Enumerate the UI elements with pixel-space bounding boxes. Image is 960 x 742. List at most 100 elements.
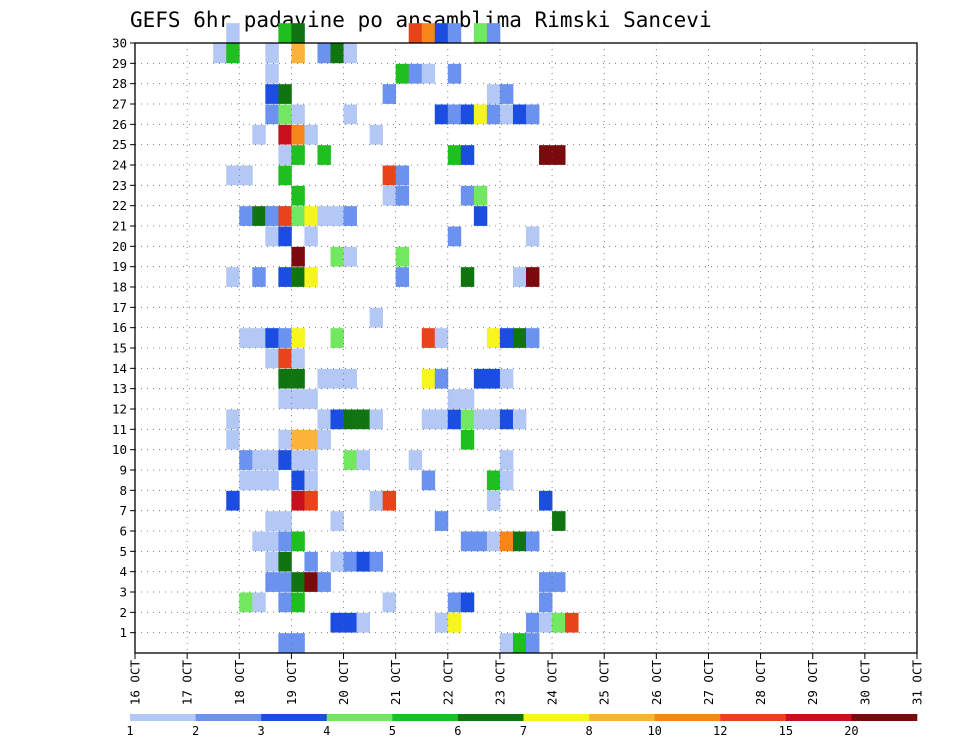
heatmap-cell: [382, 592, 397, 613]
heatmap-cell: [473, 409, 488, 430]
heatmap-cell: [226, 165, 240, 186]
heatmap-cell: [539, 490, 553, 511]
y-tick-label: 13: [112, 381, 127, 396]
heatmap-cell: [278, 23, 292, 43]
heatmap-cell: [291, 348, 305, 369]
heatmap-cell: [291, 328, 305, 348]
heatmap-cell: [291, 124, 305, 145]
heatmap-cell: [499, 450, 514, 470]
colorbar-swatch: [851, 714, 918, 721]
y-tick-label: 11: [112, 422, 127, 437]
heatmap-cell: [421, 368, 436, 389]
colorbar-swatch: [523, 714, 590, 721]
heatmap-cell: [291, 633, 305, 653]
y-tick-label: 5: [119, 544, 127, 559]
heatmap-cell: [473, 206, 488, 226]
heatmap-cell: [499, 328, 514, 348]
heatmap-cell: [460, 104, 475, 125]
heatmap-cell: [226, 409, 240, 430]
heatmap-cell: [317, 572, 331, 592]
heatmap-cell: [395, 63, 410, 84]
heatmap-cell: [460, 531, 475, 552]
x-tick-label: 27 OCT: [701, 660, 716, 706]
y-tick-label: 4: [119, 564, 127, 579]
heatmap-cell: [291, 43, 305, 64]
heatmap-cell: [382, 490, 397, 511]
heatmap-cell: [460, 592, 475, 613]
heatmap-cell: [486, 490, 501, 511]
heatmap-cell: [512, 104, 527, 125]
heatmap-cell: [421, 23, 436, 43]
colorbar-swatch: [654, 714, 721, 721]
colorbar-swatch: [130, 714, 196, 721]
heatmap-cell: [265, 84, 279, 104]
heatmap-cell: [304, 389, 318, 409]
heatmap-cell: [278, 165, 292, 186]
heatmap-cell: [239, 206, 253, 226]
x-tick-label: 28 OCT: [753, 660, 768, 706]
heatmap-cell: [512, 409, 527, 430]
heatmap-cell: [343, 43, 357, 64]
y-tick-label: 18: [112, 280, 127, 295]
heatmap-cell: [447, 409, 462, 430]
x-tick-label: 23 OCT: [492, 660, 507, 706]
heatmap-cell: [499, 104, 514, 125]
heatmap-cell: [395, 165, 410, 186]
y-tick-label: 16: [112, 320, 127, 335]
heatmap-cell: [278, 267, 292, 287]
y-tick-label: 8: [119, 483, 127, 498]
heatmap-cell: [499, 409, 514, 430]
heatmap-cell: [252, 124, 266, 145]
heatmap-cell: [512, 267, 527, 287]
heatmap-cell: [382, 165, 397, 186]
y-tick-label: 20: [112, 239, 127, 254]
heatmap-cell: [252, 592, 266, 613]
heatmap-cell: [526, 612, 540, 633]
heatmap-cell: [330, 368, 344, 389]
heatmap-cell: [278, 206, 292, 226]
heatmap-cell: [539, 145, 553, 165]
heatmap-cell: [278, 633, 292, 653]
heatmap-cell: [317, 145, 331, 165]
heatmap-cell: [460, 145, 475, 165]
heatmap-cell: [343, 409, 357, 430]
heatmap-cell: [330, 511, 344, 531]
heatmap-cell: [252, 470, 266, 491]
heatmap-cell: [226, 267, 240, 287]
heatmap-cell: [447, 389, 462, 409]
heatmap-cell: [486, 409, 501, 430]
heatmap-cell: [330, 409, 344, 430]
heatmap-cell: [330, 551, 344, 572]
heatmap-cell: [278, 226, 292, 247]
colorbar-label: 5: [389, 724, 396, 738]
colorbar-label: 6: [454, 724, 461, 738]
heatmap-cell: [343, 612, 357, 633]
x-tick-label: 25 OCT: [597, 660, 612, 706]
heatmap-cell: [356, 612, 370, 633]
heatmap-cell: [278, 104, 292, 125]
x-tick-label: 30 OCT: [857, 660, 872, 706]
heatmap-cell: [356, 450, 370, 470]
y-tick-label: 12: [112, 402, 127, 417]
heatmap-cell: [291, 368, 305, 389]
colorbar-label: 15: [779, 724, 793, 738]
colorbar-swatch: [589, 714, 655, 721]
heatmap-cell: [278, 328, 292, 348]
heatmap-cell: [473, 185, 488, 206]
heatmap-cell: [473, 368, 488, 389]
heatmap-cell: [434, 612, 449, 633]
heatmap-cell: [369, 409, 384, 430]
y-tick-label: 26: [112, 117, 127, 132]
heatmap-cell: [278, 348, 292, 369]
heatmap-cell: [434, 328, 449, 348]
heatmap-cell: [408, 63, 423, 84]
heatmap-cell: [291, 185, 305, 206]
heatmap-cell: [304, 429, 318, 450]
heatmap-cell: [330, 328, 344, 348]
heatmap-cell: [343, 551, 357, 572]
y-tick-label: 9: [119, 463, 127, 478]
heatmap-cell: [447, 612, 462, 633]
heatmap-cell: [473, 531, 488, 552]
heatmap-cell: [447, 145, 462, 165]
x-tick-label: 31 OCT: [910, 660, 925, 706]
